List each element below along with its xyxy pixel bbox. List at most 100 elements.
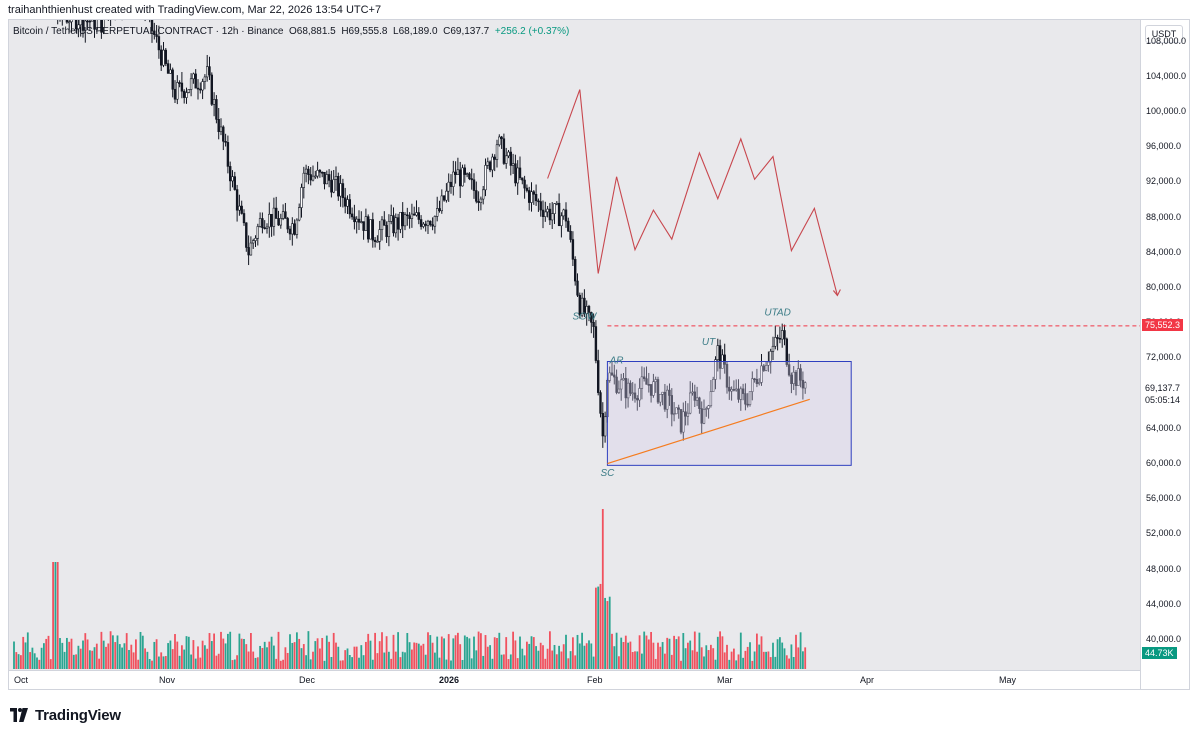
volume-bar <box>176 641 179 669</box>
volume-bar <box>746 646 749 669</box>
candle-body <box>587 306 591 313</box>
price-scale[interactable]: USDT 108,000.0 104,000.0 100,000.0 96,000.0… <box>1140 20 1189 689</box>
candle-body <box>360 221 363 223</box>
volume-bar <box>369 640 372 669</box>
volume-bar <box>153 641 156 669</box>
volume-bar <box>328 641 330 669</box>
volume-bar <box>473 636 475 669</box>
candle-body <box>707 405 710 409</box>
volume-bar <box>413 642 416 669</box>
volume-bar <box>17 654 20 669</box>
volume-bar <box>549 631 551 669</box>
volume-bar <box>779 637 781 669</box>
volume-bar <box>742 657 744 669</box>
candle-body <box>164 49 167 64</box>
volume-bar <box>59 638 61 669</box>
volume-bar <box>509 654 512 669</box>
candle-body <box>355 218 358 223</box>
candle-body <box>741 388 745 394</box>
volume-bar <box>696 651 698 669</box>
candle-body <box>688 392 692 414</box>
candle-body <box>157 36 161 51</box>
candle-body <box>203 76 207 82</box>
volume-bar <box>240 638 243 669</box>
candle-body <box>610 372 614 376</box>
volume-bar <box>618 656 620 669</box>
volume-bar <box>427 632 429 669</box>
candle-body <box>686 412 690 417</box>
candle-body <box>199 88 202 91</box>
annotation-sow: SOW <box>572 311 597 322</box>
candle-body <box>734 388 738 391</box>
candle-body <box>208 66 211 76</box>
volume-bar <box>174 634 176 669</box>
volume-bar <box>539 642 542 669</box>
volume-bar <box>247 651 250 669</box>
price-tick: 80,000.0 <box>1146 281 1182 292</box>
candle-body <box>534 194 538 202</box>
time-tick: Feb <box>587 675 603 685</box>
volume-bar <box>236 655 238 669</box>
candle-body <box>629 382 632 394</box>
volume-bar <box>769 657 772 669</box>
currency-button[interactable]: USDT <box>1145 25 1183 43</box>
volume-bar <box>797 647 800 669</box>
candle-body <box>362 221 365 231</box>
candle-body <box>274 207 278 219</box>
volume-bar <box>79 648 82 669</box>
volume-bar <box>507 659 510 669</box>
candle-body <box>649 384 653 396</box>
candle-body <box>252 240 255 244</box>
candle-body <box>369 219 372 240</box>
candle-body <box>601 413 605 437</box>
candle-body <box>341 183 345 199</box>
candle-body <box>541 209 545 217</box>
candle-body <box>431 224 434 227</box>
volume-bar <box>183 649 186 669</box>
candle-body <box>504 155 508 164</box>
candle-body <box>585 306 588 314</box>
volume-bar <box>305 655 307 669</box>
volume-bar <box>519 636 521 669</box>
volume-bar <box>261 647 264 669</box>
time-scale[interactable]: Oct Nov Dec 2026 Feb Mar Apr May <box>9 670 1140 689</box>
volume-bar <box>217 653 220 669</box>
volume-bar <box>105 646 107 669</box>
volume-bar <box>760 636 763 669</box>
candle-body <box>249 242 253 256</box>
volume-bar <box>381 632 383 669</box>
volume-bar <box>459 644 462 669</box>
candle-body <box>265 226 269 229</box>
volume-bar <box>677 636 680 669</box>
candle-body <box>746 403 749 406</box>
volume-bar <box>401 651 404 669</box>
candle-body <box>698 397 701 409</box>
volume-bar <box>551 650 554 669</box>
candle-body <box>785 338 789 365</box>
candle-body <box>417 212 420 220</box>
volume-bar <box>263 641 266 669</box>
volume-bar <box>162 656 165 669</box>
volume-bar <box>620 637 623 669</box>
volume-bar <box>675 639 678 669</box>
candle-body <box>622 378 625 381</box>
volume-bar <box>222 638 225 669</box>
chart-pane[interactable]: SOW AR UT UTAD SC Bitcoin / TetherUS PERPETU… <box>9 20 1140 670</box>
volume-bar <box>93 647 96 669</box>
volume-bar <box>132 652 135 669</box>
candle-body <box>254 237 257 241</box>
volume-bar <box>700 647 703 669</box>
price-tick: 96,000.0 <box>1146 141 1182 152</box>
volume-bar <box>562 644 565 669</box>
candle-body <box>371 219 374 241</box>
candle-body <box>647 384 651 386</box>
candle-body <box>270 213 273 227</box>
volume-bar <box>144 648 146 669</box>
volume-bar <box>123 643 126 669</box>
volume-bar <box>723 652 726 669</box>
candle-body <box>330 180 333 193</box>
volume-bar <box>762 651 765 669</box>
candle-body <box>429 220 432 225</box>
candle-body <box>399 211 402 230</box>
candle-body <box>173 88 177 100</box>
